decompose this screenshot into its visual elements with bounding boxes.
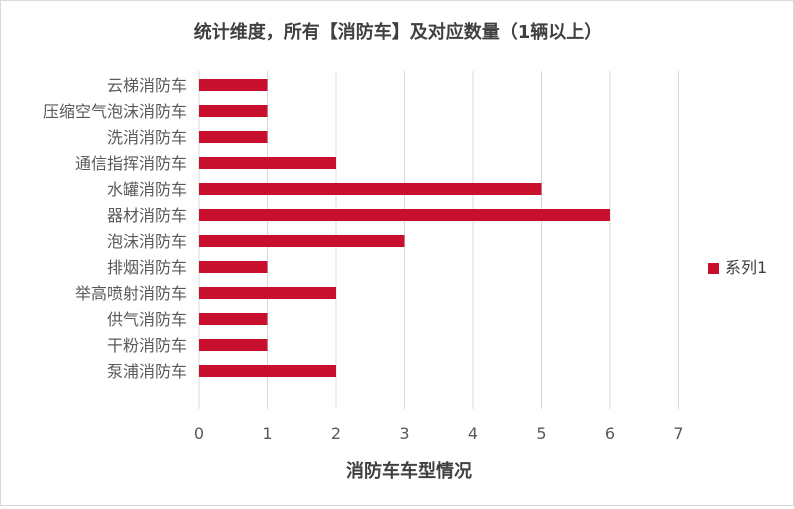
x-tick-label: 0 (194, 424, 204, 443)
x-tick-labels: 0 1 2 3 4 5 6 7 (194, 424, 684, 443)
legend-swatch (708, 263, 719, 274)
bar[interactable] (199, 287, 336, 299)
x-axis-title: 消防车车型情况 (346, 460, 472, 482)
bar[interactable] (199, 261, 268, 273)
bar[interactable] (199, 157, 336, 169)
category-label: 云梯消防车 (107, 76, 187, 95)
category-label: 排烟消防车 (107, 258, 187, 277)
bar[interactable] (199, 339, 268, 351)
legend-label: 系列1 (725, 258, 767, 277)
bar[interactable] (199, 183, 542, 195)
bar[interactable] (199, 235, 405, 247)
x-tick-label: 7 (673, 424, 683, 443)
x-tick-label: 3 (399, 424, 409, 443)
category-label: 泡沫消防车 (107, 232, 187, 251)
bar[interactable] (199, 79, 268, 91)
category-labels: 云梯消防车压缩空气泡沫消防车洗消消防车通信指挥消防车水罐消防车器材消防车泡沫消防… (43, 76, 187, 381)
category-label: 洗消消防车 (107, 128, 187, 147)
x-tick-label: 1 (262, 424, 272, 443)
x-tick-label: 6 (605, 424, 615, 443)
bar[interactable] (199, 131, 268, 143)
category-label: 干粉消防车 (107, 336, 187, 355)
bars (199, 79, 610, 377)
x-tick-label: 4 (468, 424, 478, 443)
category-label: 压缩空气泡沫消防车 (43, 102, 187, 121)
category-label: 通信指挥消防车 (75, 154, 187, 173)
bar[interactable] (199, 313, 268, 325)
category-label: 水罐消防车 (107, 180, 187, 199)
category-label: 供气消防车 (107, 310, 187, 329)
x-tick-label: 5 (536, 424, 546, 443)
category-label: 举高喷射消防车 (75, 284, 187, 303)
bar[interactable] (199, 365, 336, 377)
bar[interactable] (199, 105, 268, 117)
chart-title: 统计维度，所有【消防车】及对应数量（1辆以上） (194, 21, 603, 43)
category-label: 泵浦消防车 (107, 362, 187, 381)
legend[interactable]: 系列1 (708, 258, 767, 277)
category-label: 器材消防车 (107, 206, 187, 225)
x-tick-label: 2 (331, 424, 341, 443)
bar[interactable] (199, 209, 610, 221)
